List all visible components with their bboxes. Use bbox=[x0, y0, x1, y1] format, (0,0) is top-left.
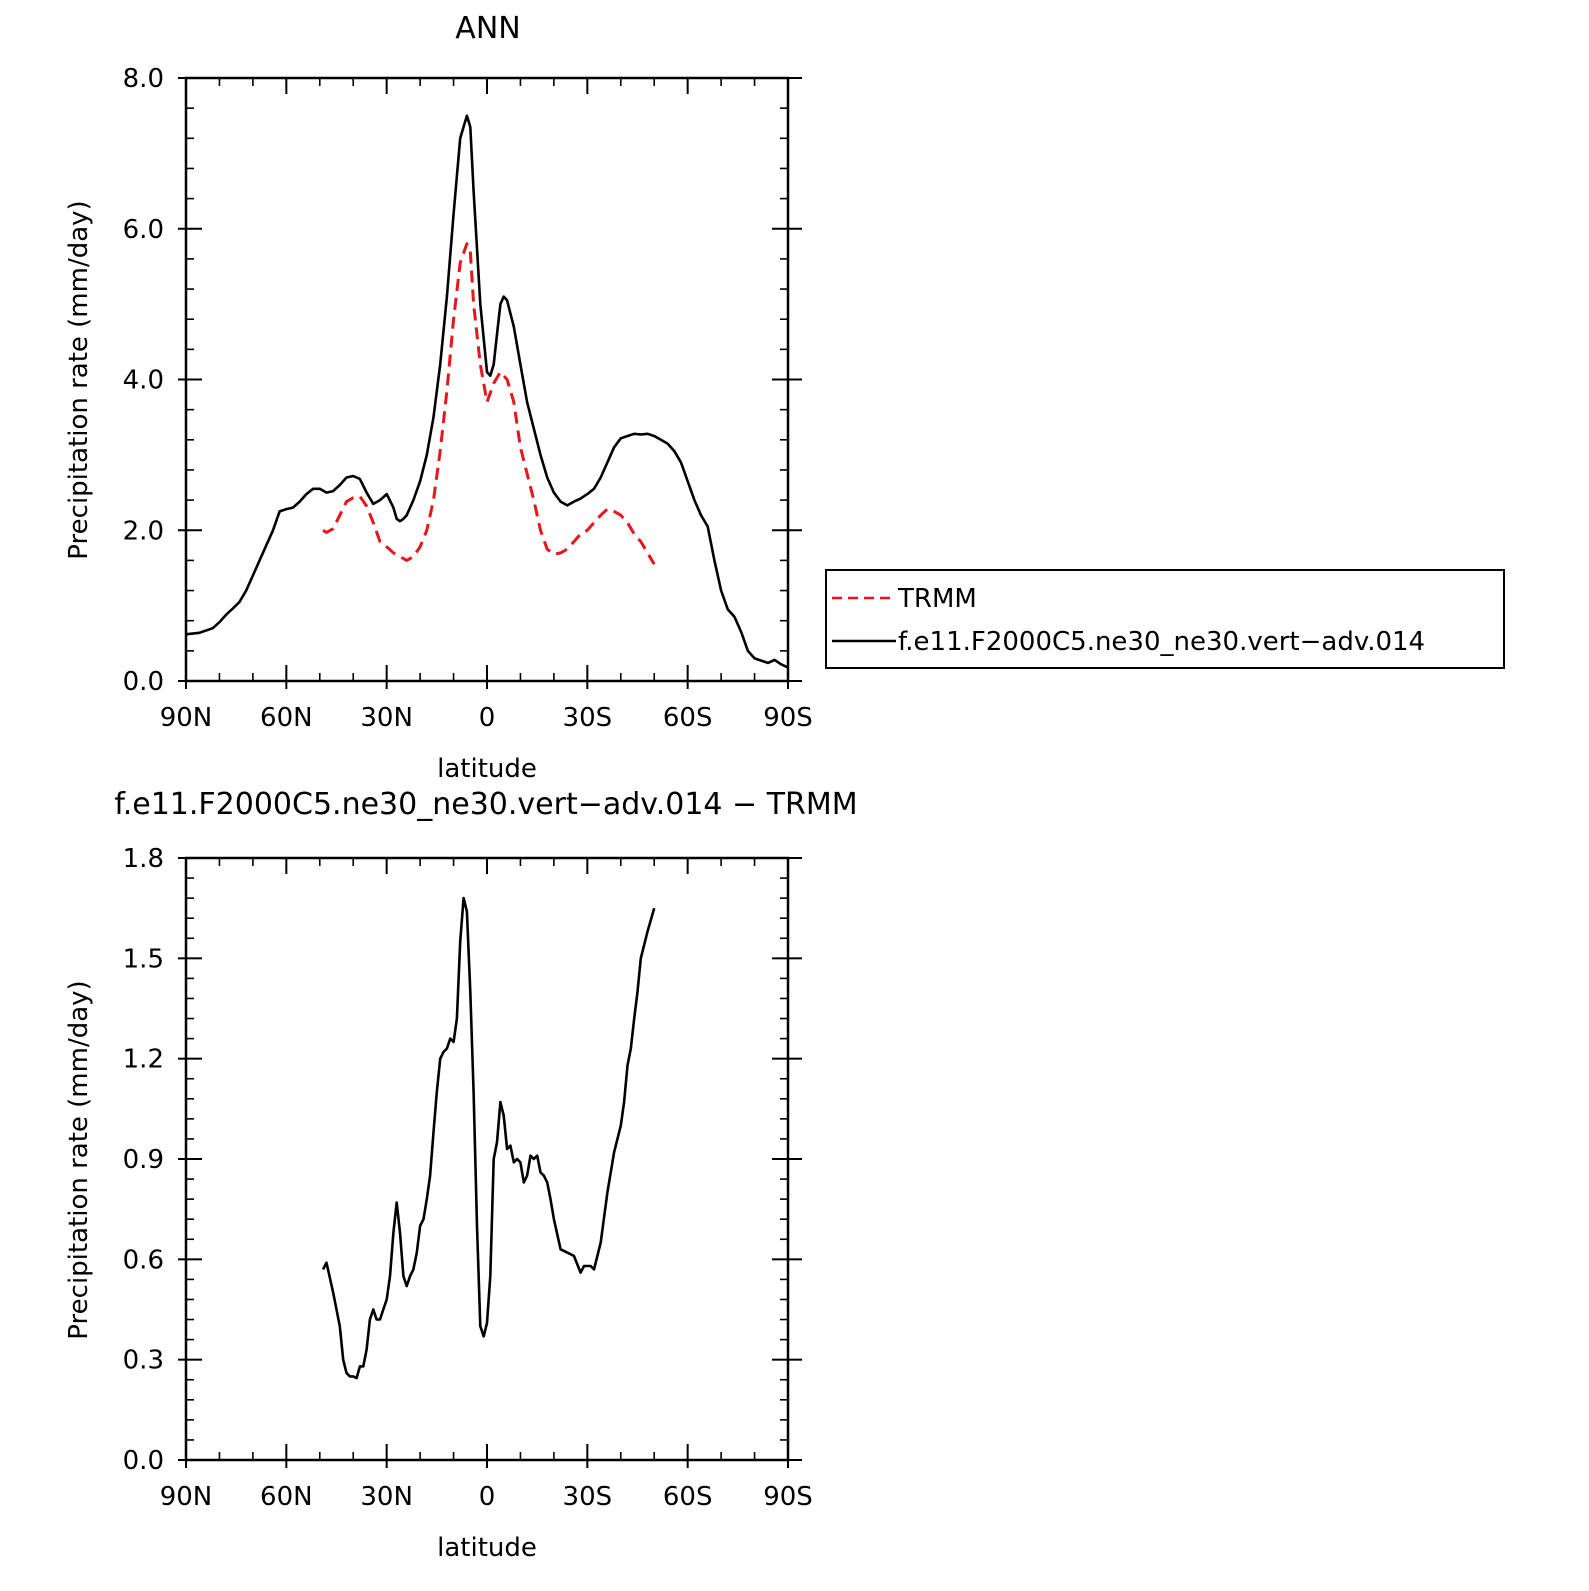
legend-box bbox=[825, 569, 1505, 669]
bottom-chart-x-tick-label: 30S bbox=[563, 1482, 613, 1512]
bottom-chart-x-tick-label: 0 bbox=[479, 1482, 496, 1512]
bottom-chart-title: f.e11.F2000C5.ne30_ne30.vert−adv.014 − T… bbox=[114, 787, 857, 822]
bottom-chart-x-tick-label: 30N bbox=[360, 1482, 413, 1512]
top-chart-x-tick-label: 0 bbox=[479, 703, 496, 733]
top-chart-y-axis-label: Precipitation rate (mm/day) bbox=[64, 200, 94, 559]
bottom-chart-x-tick-label: 90S bbox=[763, 1482, 813, 1512]
bottom-chart-y-tick-label: 0.6 bbox=[123, 1245, 164, 1275]
legend-label-trmm: TRMM bbox=[897, 584, 977, 614]
top-chart-x-axis-label: latitude bbox=[437, 754, 537, 784]
top-chart-y-tick-label: 6.0 bbox=[123, 215, 164, 245]
top-chart-x-tick-label: 60N bbox=[260, 703, 313, 733]
top-chart-legend: TRMM f.e11.F2000C5.ne30_ne30.vert−adv.01… bbox=[825, 569, 1505, 669]
top-chart-x-tick-label: 90N bbox=[160, 703, 213, 733]
bottom-chart-y-tick-label: 1.5 bbox=[123, 944, 164, 974]
bottom-chart-panel: f.e11.F2000C5.ne30_ne30.vert−adv.014 − T… bbox=[64, 787, 858, 1563]
bottom-chart-y-tick-label: 1.8 bbox=[123, 844, 164, 874]
top-chart-series-line-0 bbox=[322, 242, 656, 565]
top-chart-x-tick-label: 30N bbox=[360, 703, 413, 733]
top-chart-panel: ANN 90N 60N 30N 0 30S 60S 90S 0.0 2.0 4.0 6.0 8.0 l… bbox=[64, 11, 1505, 784]
bottom-chart-x-axis-label: latitude bbox=[437, 1533, 537, 1563]
top-chart-x-tick-label: 90S bbox=[763, 703, 813, 733]
top-chart-plot-frame bbox=[184, 76, 790, 683]
top-chart-x-tick-label: 30S bbox=[563, 703, 613, 733]
top-chart-y-tick-label: 4.0 bbox=[123, 366, 164, 396]
bottom-chart-plot-frame bbox=[184, 856, 790, 1462]
legend-label-model: f.e11.F2000C5.ne30_ne30.vert−adv.014 bbox=[898, 627, 1425, 657]
top-chart-y-tick-label: 0.0 bbox=[123, 667, 164, 697]
bottom-chart-y-tick-label: 0.9 bbox=[123, 1145, 164, 1175]
top-chart-y-tick-label: 8.0 bbox=[123, 64, 164, 94]
bottom-chart-y-tick-label: 1.2 bbox=[123, 1045, 164, 1075]
top-chart-x-tick-label: 60S bbox=[663, 703, 713, 733]
top-chart-series-line-1 bbox=[185, 114, 789, 669]
bottom-chart-series-line-0 bbox=[321, 896, 656, 1380]
bottom-chart-y-tick-label: 0.3 bbox=[123, 1346, 164, 1376]
bottom-chart-x-tick-label: 90N bbox=[160, 1482, 213, 1512]
bottom-chart-y-axis-label: Precipitation rate (mm/day) bbox=[64, 980, 94, 1339]
bottom-chart-x-tick-label: 60N bbox=[260, 1482, 313, 1512]
bottom-chart-x-tick-label: 60S bbox=[663, 1482, 713, 1512]
top-chart-title: ANN bbox=[455, 11, 520, 46]
top-chart-y-tick-label: 2.0 bbox=[123, 516, 164, 546]
bottom-chart-y-tick-label: 0.0 bbox=[123, 1446, 164, 1476]
